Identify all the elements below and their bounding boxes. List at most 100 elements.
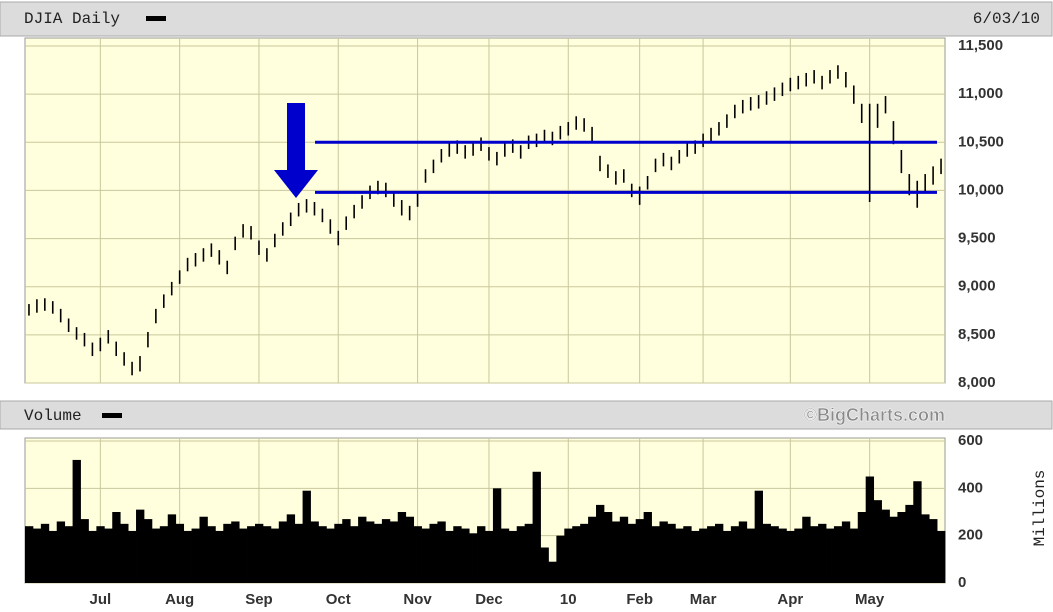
y-tick-label: 10,500 [958, 133, 1004, 150]
volume-bar [802, 516, 811, 583]
volume-bar [64, 526, 73, 583]
annotation-arrow [274, 103, 318, 198]
volume-bar [619, 516, 629, 583]
volume-bar [659, 521, 668, 583]
y-tick-label: 400 [958, 479, 983, 496]
volume-bar [48, 530, 58, 583]
volume-bar [675, 528, 684, 583]
volume-bar [294, 523, 303, 583]
source-label: ©BigCharts.com [804, 405, 945, 425]
volume-title: Volume [24, 407, 82, 425]
volume-bar [857, 512, 867, 583]
volume-bar [691, 530, 700, 583]
volume-bar [278, 521, 288, 583]
volume-bar [643, 512, 652, 583]
volume-bar [469, 533, 478, 583]
header-strip [0, 400, 1053, 430]
volume-bar [373, 523, 383, 583]
legend-icon [102, 413, 122, 418]
volume-bar [350, 526, 359, 583]
volume-bar [32, 528, 42, 583]
volume-bar [381, 519, 391, 583]
volume-bar [231, 521, 240, 583]
chart-title: DJIA Daily [24, 10, 120, 28]
volume-bar [485, 530, 494, 583]
volume-bar [477, 526, 486, 583]
volume-bar [516, 526, 526, 583]
volume-bar [183, 530, 192, 583]
volume-bar [262, 526, 272, 583]
volume-bar [762, 523, 771, 583]
volume-bar [358, 516, 367, 583]
volume-bar [778, 528, 787, 583]
volume-bar [270, 528, 280, 583]
volume-bar [730, 526, 740, 583]
x-tick-label: May [855, 591, 885, 608]
volume-bar [88, 530, 97, 583]
volume-bar [389, 521, 399, 583]
volume-bar [255, 523, 264, 583]
legend-icon [146, 16, 166, 21]
y-tick-label: 0 [958, 574, 966, 591]
x-tick-label: 10 [560, 591, 577, 608]
y-tick-label: 8,500 [958, 326, 996, 343]
volume-bar [738, 521, 748, 583]
volume-bar [873, 500, 882, 583]
x-tick-label: Feb [626, 591, 653, 608]
volume-bar [128, 530, 137, 583]
volume-bar [810, 526, 819, 583]
volume-bar [366, 521, 375, 583]
volume-bar [611, 521, 621, 583]
y-tick-label: 8,000 [958, 374, 996, 391]
volume-bar [310, 521, 319, 583]
volume-bar [437, 521, 446, 583]
volume-bar [532, 471, 541, 583]
volume-bar [841, 521, 851, 583]
volume-bar [651, 526, 660, 583]
volume-bar [849, 528, 859, 583]
y-tick-label: 11,000 [958, 85, 1003, 102]
volume-bar [786, 530, 795, 583]
volume-bar [326, 528, 335, 583]
y-tick-label: 9,000 [958, 278, 996, 295]
header-strip [0, 1, 1053, 37]
volume-bar [302, 490, 311, 583]
volume-bar [40, 523, 50, 583]
x-tick-label: Dec [475, 591, 503, 608]
x-tick-label: Nov [403, 591, 432, 608]
x-tick-label: Sep [245, 591, 273, 608]
volume-bar [603, 512, 613, 583]
y-tick-label: 200 [958, 527, 983, 544]
x-tick-label: Aug [165, 591, 194, 608]
volume-bar [921, 514, 930, 583]
volume-bar [580, 523, 589, 583]
x-tick-label: Jul [90, 591, 112, 608]
volume-bar [929, 519, 938, 583]
volume-bar [96, 526, 105, 583]
volume-bar [722, 530, 732, 583]
volume-bar [588, 516, 597, 583]
y-tick-label: 10,000 [958, 181, 1004, 198]
volume-bar [746, 528, 756, 583]
volume-bar [143, 519, 153, 583]
volume-bar [865, 476, 875, 583]
volume-bar [413, 526, 422, 583]
volume-bar [683, 526, 692, 583]
volume-bar [56, 521, 66, 583]
volume-bar [159, 526, 169, 583]
volume-bar [596, 504, 605, 583]
y-tick-label: 600 [958, 432, 983, 449]
volume-bar [770, 526, 779, 583]
volume-bar [342, 519, 351, 583]
y-tick-label: 9,500 [958, 230, 996, 247]
volume-bar [215, 530, 224, 583]
volume-bar [556, 535, 565, 583]
volume-bar [25, 526, 34, 583]
volume-bar [151, 528, 161, 583]
volume-bar [913, 481, 922, 583]
volume-bar [429, 523, 438, 583]
volume-bar [167, 514, 177, 583]
volume-bar [833, 526, 843, 583]
volume-bar [627, 523, 637, 583]
